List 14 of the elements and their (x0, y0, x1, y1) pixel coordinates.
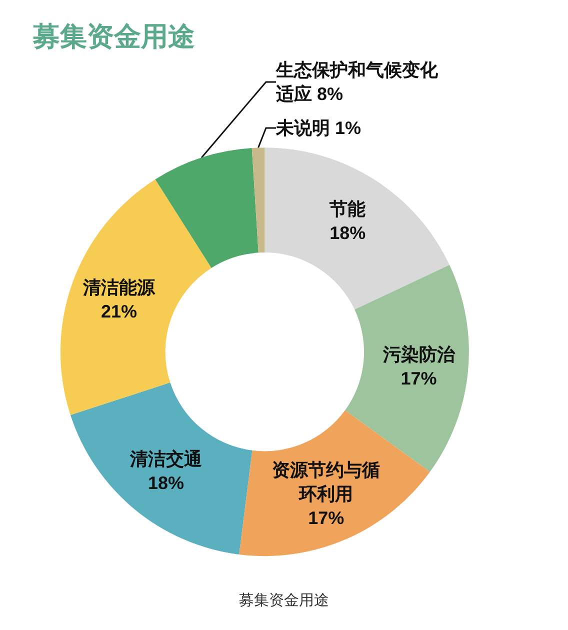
slice-label: 清洁能源 (82, 277, 156, 298)
data-label: 17% (400, 368, 437, 388)
data-label: 18% (148, 473, 184, 494)
slice-label: 污染防治 (382, 344, 456, 364)
slice-label: 未说明 1% (275, 118, 362, 138)
slice-label: 生态保护和气候变化适应 8% (275, 60, 439, 104)
slice-label: 清洁交通 (129, 449, 202, 470)
slice-label: 资源节约与循环利用 (272, 460, 380, 504)
data-label: 17% (308, 508, 344, 528)
slice-label: 节能 (328, 199, 366, 220)
chart-title: 募集资金用途 (32, 22, 195, 52)
text: 募集资金用途 (239, 592, 329, 609)
data-label: 18% (330, 223, 366, 244)
data-label: 21% (101, 301, 138, 322)
